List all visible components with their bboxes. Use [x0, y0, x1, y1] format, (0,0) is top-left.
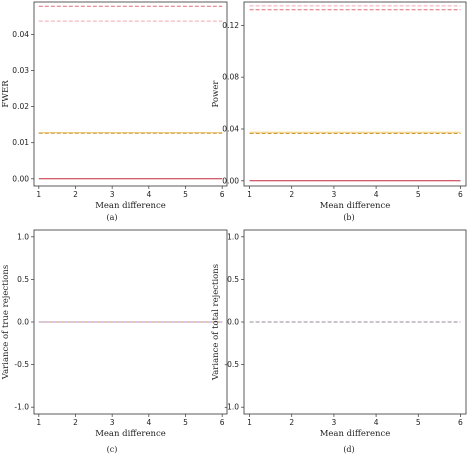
- plot-frame: [33, 1, 228, 187]
- x-tick-label: 5: [416, 418, 421, 427]
- y-tick-label: 0.02: [12, 102, 29, 111]
- x-tick-label: 4: [146, 418, 151, 427]
- y-tick-label: -1.0: [14, 403, 29, 412]
- y-axis-label: Power: [211, 80, 221, 108]
- panel-label: (b): [343, 213, 354, 222]
- x-tick-label: 2: [73, 418, 78, 427]
- x-tick-label: 6: [458, 418, 463, 427]
- x-tick-label: 4: [374, 190, 379, 199]
- x-tick-label: 5: [183, 418, 188, 427]
- x-tick-label: 2: [289, 418, 294, 427]
- x-tick-label: 1: [247, 418, 252, 427]
- y-tick-label: 0.00: [222, 176, 239, 185]
- panel-4: 1 2 3 4 5 6 -1.0 -0.5 0.0 0.5 1.0 Mean difference Va…: [211, 229, 467, 454]
- y-tick-label: 0.00: [12, 174, 29, 183]
- y-tick-label: 1.0: [17, 232, 29, 241]
- panel-label: (a): [106, 213, 117, 222]
- y-tick-label: 0.08: [222, 73, 239, 82]
- y-tick-label: 1.0: [227, 232, 239, 241]
- x-tick-label: 3: [332, 418, 337, 427]
- panel-1: 1 2 3 4 5 6 0.00 0.01 0.02 0.03 0.04 Mean differenc…: [1, 1, 228, 222]
- x-tick-label: 3: [110, 190, 115, 199]
- panel-2: 1 2 3 4 5 6 0.00 0.04 0.08 0.12 Mean difference Pow…: [211, 1, 467, 222]
- y-tick-label: 0.5: [227, 275, 239, 284]
- x-tick-label: 3: [332, 190, 337, 199]
- x-axis-label: Mean difference: [95, 201, 166, 211]
- x-tick-label: 3: [110, 418, 115, 427]
- y-tick-label: 0.04: [222, 124, 239, 133]
- y-tick-label: 0.04: [12, 30, 29, 39]
- y-tick-label: 0.0: [17, 318, 29, 327]
- panel-label: (c): [107, 445, 118, 454]
- x-tick-label: 4: [146, 190, 151, 199]
- y-tick-label: -1.0: [224, 403, 239, 412]
- x-tick-label: 1: [247, 190, 252, 199]
- y-tick-label: 0.03: [12, 66, 29, 75]
- y-tick-label: -0.5: [224, 360, 239, 369]
- x-tick-label: 6: [220, 190, 225, 199]
- x-tick-label: 4: [374, 418, 379, 427]
- x-tick-label: 1: [36, 190, 41, 199]
- x-axis-label: Mean difference: [95, 429, 166, 439]
- plot-frame: [243, 1, 467, 187]
- y-axis-label: Variance of total rejections: [211, 264, 221, 381]
- x-tick-label: 5: [416, 190, 421, 199]
- x-tick-label: 6: [220, 418, 225, 427]
- y-tick-label: -0.5: [14, 360, 29, 369]
- y-tick-label: 0.12: [222, 21, 239, 30]
- x-axis-label: Mean difference: [320, 201, 391, 211]
- y-tick-label: 0.5: [17, 275, 29, 284]
- panel-label: (d): [343, 445, 354, 454]
- x-axis-label: Mean difference: [320, 429, 391, 439]
- y-tick-label: 0.0: [227, 318, 239, 327]
- y-axis-label: Variance of true rejections: [1, 265, 11, 381]
- y-tick-label: 0.01: [12, 138, 29, 147]
- x-tick-label: 1: [36, 418, 41, 427]
- x-tick-label: 5: [183, 190, 188, 199]
- panel-3: 1 2 3 4 5 6 -1.0 -0.5 0.0 0.5 1.0 Mean difference Va…: [1, 229, 228, 454]
- y-axis-label: FWER: [1, 80, 11, 108]
- x-tick-label: 6: [458, 190, 463, 199]
- x-tick-label: 2: [73, 190, 78, 199]
- x-tick-label: 2: [289, 190, 294, 199]
